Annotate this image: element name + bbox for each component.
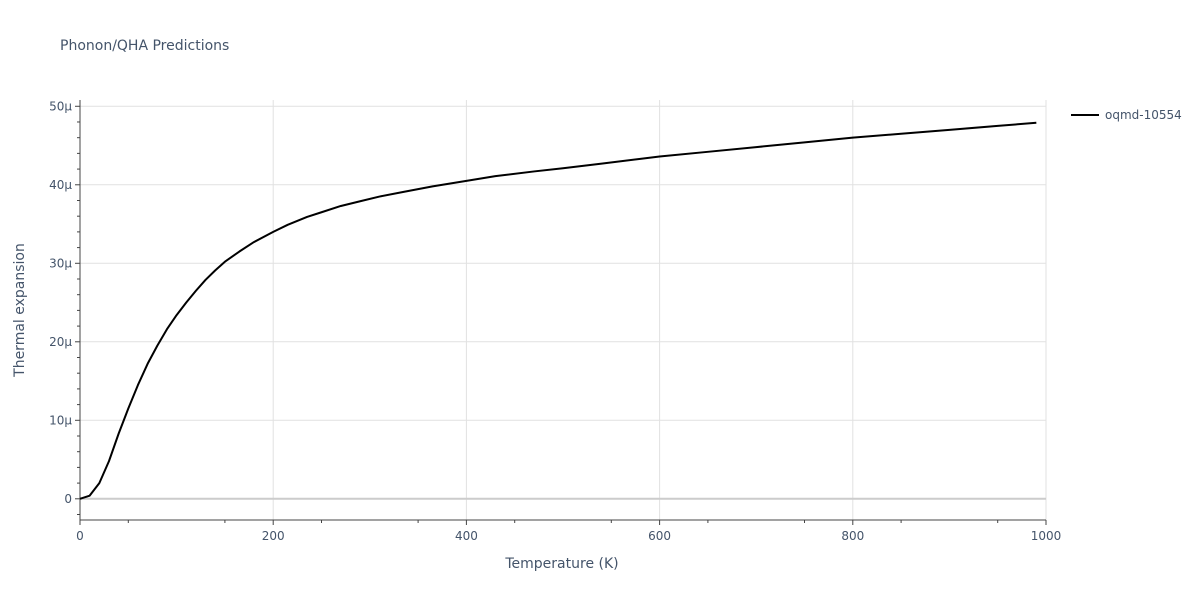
x-tick-label: 400 xyxy=(455,529,478,543)
x-tick-label: 1000 xyxy=(1031,529,1062,543)
y-tick-label: 30μ xyxy=(49,256,72,270)
x-axis: 0 200 400 600 800 1000 xyxy=(76,519,1062,543)
grid xyxy=(80,100,1047,520)
y-tick-label: 10μ xyxy=(49,413,72,427)
y-axis: 0 10μ 20μ 30μ 40μ 50μ xyxy=(49,99,81,520)
y-tick-label: 50μ xyxy=(49,99,72,113)
y-tick-label: 0 xyxy=(64,492,72,506)
plot-lines xyxy=(79,121,1037,500)
x-tick-label: 200 xyxy=(262,529,285,543)
legend-label: oqmd-10554 xyxy=(1105,108,1182,122)
legend[interactable]: oqmd-10554 xyxy=(1071,108,1182,122)
y-axis-title: Thermal expansion xyxy=(12,243,28,378)
y-tick-label: 40μ xyxy=(49,178,72,192)
chart-title: Phonon/QHA Predictions xyxy=(60,38,229,54)
x-tick-label: 0 xyxy=(76,529,84,543)
y-tick-label: 20μ xyxy=(49,335,72,349)
series-line-oqmd-10554 xyxy=(79,121,1037,500)
x-axis-title: Temperature (K) xyxy=(504,556,618,572)
x-tick-label: 800 xyxy=(841,529,864,543)
x-tick-label: 600 xyxy=(648,529,671,543)
